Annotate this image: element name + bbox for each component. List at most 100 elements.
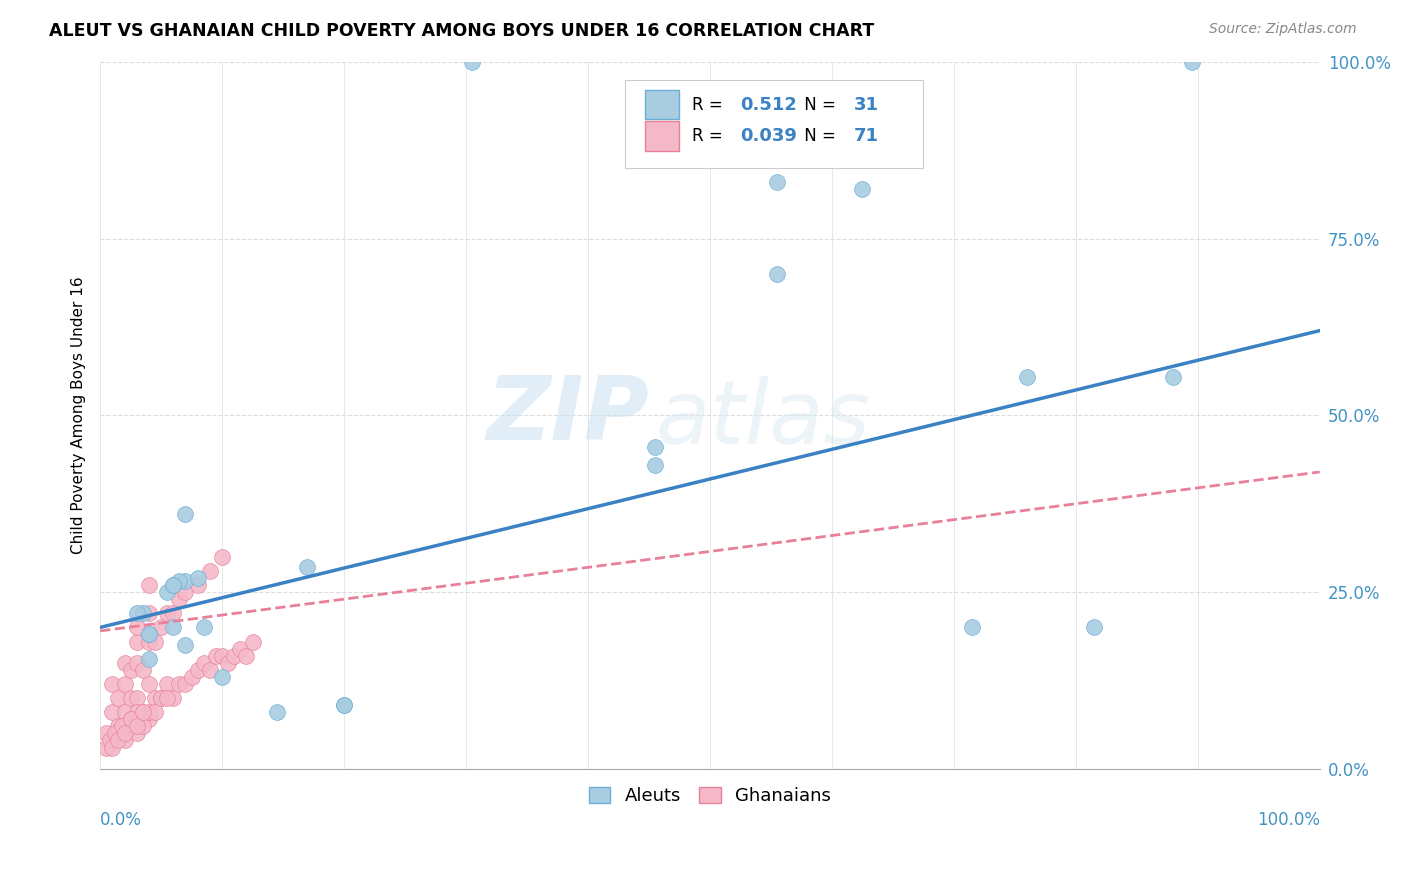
Point: [644, 440, 666, 454]
FancyBboxPatch shape: [645, 121, 679, 151]
Point: [125, 719, 148, 733]
Text: 71: 71: [853, 128, 879, 145]
Point: [132, 607, 155, 621]
Point: [138, 627, 160, 641]
Y-axis label: Child Poverty Among Boys Under 16: Child Poverty Among Boys Under 16: [72, 277, 86, 554]
Point: [187, 571, 209, 585]
Point: [107, 726, 129, 740]
Point: [180, 670, 202, 684]
Text: 0.039: 0.039: [741, 128, 797, 145]
Point: [125, 691, 148, 706]
Point: [229, 641, 252, 656]
Point: [242, 634, 264, 648]
Point: [114, 705, 136, 719]
Point: [143, 634, 166, 648]
Point: [132, 705, 155, 719]
Point: [766, 175, 789, 189]
Point: [114, 656, 136, 670]
Point: [174, 677, 197, 691]
Point: [266, 705, 288, 719]
Point: [162, 691, 184, 706]
Point: [1181, 55, 1204, 70]
Point: [125, 656, 148, 670]
Point: [150, 691, 173, 706]
Point: [138, 712, 160, 726]
Point: [138, 607, 160, 621]
Text: R =: R =: [692, 95, 727, 113]
Point: [143, 705, 166, 719]
Point: [224, 648, 246, 663]
Point: [107, 733, 129, 747]
Point: [461, 55, 484, 70]
Text: 0.512: 0.512: [741, 95, 797, 113]
Text: atlas: atlas: [655, 376, 870, 462]
Point: [1083, 620, 1105, 634]
Point: [125, 719, 148, 733]
Text: Source: ZipAtlas.com: Source: ZipAtlas.com: [1209, 22, 1357, 37]
Point: [235, 648, 257, 663]
Point: [333, 698, 356, 713]
Point: [125, 705, 148, 719]
Point: [333, 698, 356, 713]
Point: [143, 691, 166, 706]
Point: [211, 549, 233, 564]
Text: R =: R =: [692, 128, 727, 145]
Text: 100.0%: 100.0%: [1257, 811, 1320, 830]
Point: [120, 719, 142, 733]
Text: N =: N =: [799, 128, 841, 145]
Point: [217, 656, 239, 670]
Point: [138, 627, 160, 641]
Point: [174, 508, 197, 522]
Point: [156, 585, 179, 599]
Point: [120, 691, 142, 706]
Point: [138, 652, 160, 666]
Point: [138, 705, 160, 719]
Point: [169, 677, 191, 691]
Point: [174, 638, 197, 652]
Point: [150, 691, 173, 706]
Point: [156, 677, 179, 691]
Point: [101, 740, 124, 755]
Point: [120, 712, 142, 726]
Point: [98, 733, 121, 747]
Point: [114, 726, 136, 740]
Point: [125, 726, 148, 740]
Legend: Aleuts, Ghanaians: Aleuts, Ghanaians: [582, 780, 838, 813]
Point: [132, 663, 155, 677]
Point: [187, 578, 209, 592]
FancyBboxPatch shape: [645, 90, 679, 120]
Point: [107, 719, 129, 733]
Point: [114, 733, 136, 747]
Point: [104, 726, 127, 740]
Point: [120, 712, 142, 726]
Point: [644, 458, 666, 472]
Point: [851, 182, 873, 196]
Point: [169, 574, 191, 589]
Point: [1163, 369, 1185, 384]
Point: [150, 620, 173, 634]
Text: 31: 31: [853, 95, 879, 113]
Point: [162, 578, 184, 592]
Text: ZIP: ZIP: [486, 372, 650, 459]
Point: [114, 726, 136, 740]
Point: [101, 677, 124, 691]
Point: [138, 677, 160, 691]
Point: [766, 267, 789, 281]
Point: [120, 663, 142, 677]
Point: [169, 592, 191, 607]
Point: [125, 607, 148, 621]
Point: [193, 656, 215, 670]
Point: [205, 648, 228, 663]
Point: [198, 663, 221, 677]
Point: [156, 607, 179, 621]
Point: [162, 620, 184, 634]
Point: [107, 691, 129, 706]
Point: [125, 634, 148, 648]
Point: [101, 733, 124, 747]
Point: [162, 578, 184, 592]
Point: [174, 574, 197, 589]
Point: [132, 719, 155, 733]
Point: [96, 726, 118, 740]
Point: [132, 705, 155, 719]
Point: [156, 691, 179, 706]
